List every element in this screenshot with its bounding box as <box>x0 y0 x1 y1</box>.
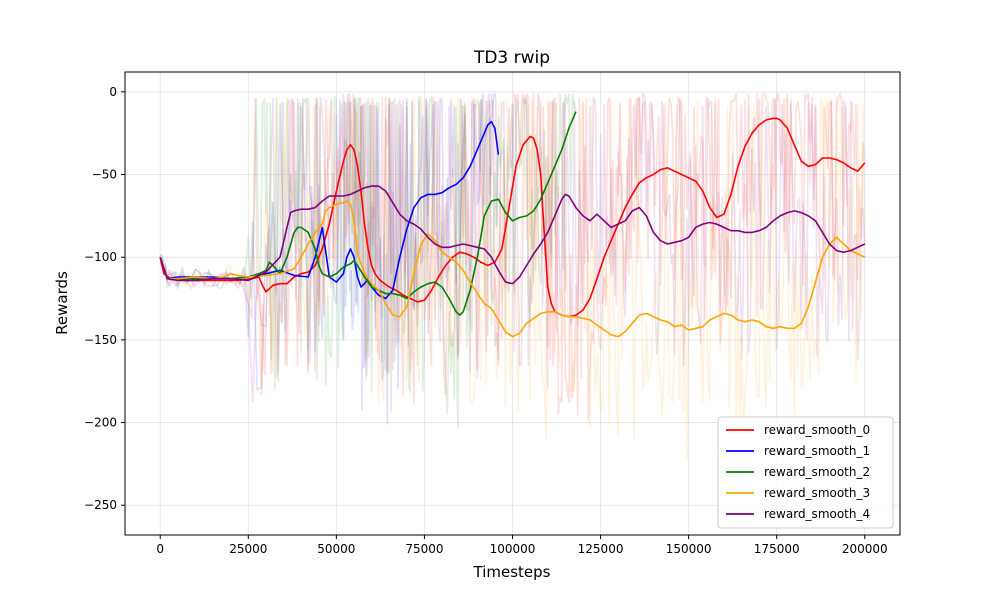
y-tick-label: −50 <box>92 168 117 182</box>
series-line-reward_smooth_1 <box>159 120 500 300</box>
x-tick-label: 150000 <box>666 542 712 556</box>
chart-title: TD3 rwip <box>473 48 550 68</box>
raw-trace-3 <box>159 94 866 461</box>
x-tick-label: 125000 <box>578 542 624 556</box>
legend-label-reward_smooth_1: reward_smooth_1 <box>764 444 870 458</box>
x-axis-label: Timesteps <box>473 563 551 581</box>
x-tick-label: 75000 <box>405 542 443 556</box>
legend-label-reward_smooth_4: reward_smooth_4 <box>764 507 870 521</box>
y-tick-label: −150 <box>84 333 117 347</box>
x-tick-label: 175000 <box>754 542 800 556</box>
series-line-reward_smooth_2 <box>159 111 577 316</box>
x-tick-label: 25000 <box>229 542 267 556</box>
y-tick-label: −250 <box>84 498 117 512</box>
x-tick-label: 0 <box>156 542 164 556</box>
y-axis-label: Rewards <box>53 271 71 335</box>
legend-label-reward_smooth_2: reward_smooth_2 <box>764 465 870 479</box>
series-line-reward_smooth_4 <box>159 185 866 285</box>
legend-label-reward_smooth_3: reward_smooth_3 <box>764 486 870 500</box>
legend-box <box>717 416 894 529</box>
legend-label-reward_smooth_0: reward_smooth_0 <box>764 423 870 437</box>
y-tick-label: −200 <box>84 416 117 430</box>
series-lines <box>159 111 866 338</box>
x-tick-label: 200000 <box>842 542 888 556</box>
x-tick-label: 100000 <box>490 542 536 556</box>
series-line-reward_smooth_3 <box>159 200 866 338</box>
raw-trace-2 <box>159 93 577 429</box>
legend: reward_smooth_0 reward_smooth_1 reward_smo… <box>717 416 894 529</box>
x-tick-label: 50000 <box>317 542 355 556</box>
axis-ticks: 0 25000 50000 75000 100000 125000 150000 175000… <box>84 85 888 556</box>
y-tick-label: 0 <box>109 85 117 99</box>
y-tick-label: −100 <box>84 250 117 264</box>
